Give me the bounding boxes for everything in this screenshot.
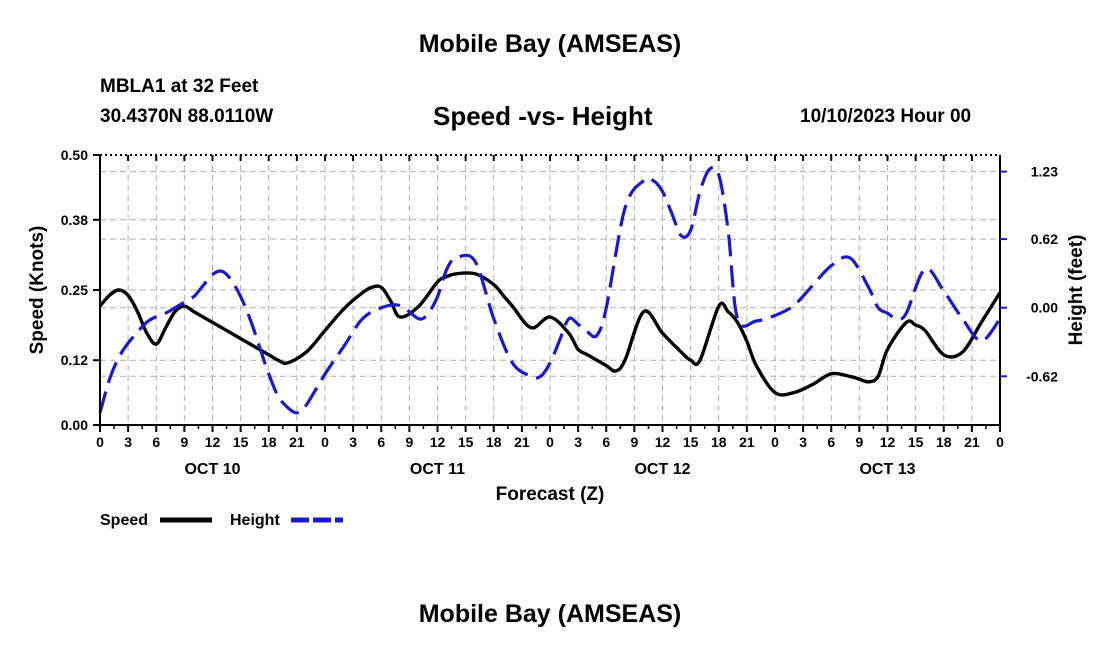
x-tick-label: 18 bbox=[711, 434, 727, 450]
x-tick-label: 3 bbox=[349, 434, 357, 450]
x-tick-label: 0 bbox=[546, 434, 554, 450]
x-tick-label: 0 bbox=[996, 434, 1004, 450]
station-name: MBLA1 at 32 Feet bbox=[100, 76, 259, 97]
x-tick-label: 9 bbox=[630, 434, 638, 450]
speed-series-line bbox=[98, 271, 1002, 397]
x-tick-label: 6 bbox=[152, 434, 160, 450]
day-label: OCT 13 bbox=[859, 461, 915, 478]
day-label: OCT 12 bbox=[634, 461, 690, 478]
y-tick-label: 0.00 bbox=[61, 417, 88, 433]
x-tick-label: 12 bbox=[205, 434, 221, 450]
x-tick-label: 6 bbox=[377, 434, 385, 450]
legend-label-height: Height bbox=[230, 512, 280, 529]
x-tick-label: 6 bbox=[827, 434, 835, 450]
legend-label-speed: Speed bbox=[100, 512, 148, 529]
y2-tick-label: -0.62 bbox=[1026, 368, 1058, 384]
x-tick-label: 15 bbox=[233, 434, 249, 450]
x-tick-label: 3 bbox=[799, 434, 807, 450]
x-tick-label: 21 bbox=[739, 434, 755, 450]
y-axis-title: Speed (Knots) bbox=[27, 226, 48, 355]
plot-title: Speed -vs- Height bbox=[433, 101, 653, 131]
legend: Speed Height bbox=[100, 512, 343, 529]
bottom-title: Mobile Bay (AMSEAS) bbox=[418, 600, 682, 628]
y2-tick-label: 1.23 bbox=[1031, 164, 1058, 180]
y-tick-label: 0.25 bbox=[61, 282, 88, 298]
y2-tick-label: 0.00 bbox=[1031, 300, 1058, 316]
x-tick-label: 18 bbox=[261, 434, 277, 450]
x-tick-label: 6 bbox=[602, 434, 610, 450]
axes-layer bbox=[93, 154, 1007, 432]
y-tick-label: 0.50 bbox=[61, 147, 88, 163]
x-tick-label: 0 bbox=[321, 434, 329, 450]
x-tick-label: 12 bbox=[430, 434, 446, 450]
x-tick-label: 15 bbox=[683, 434, 699, 450]
x-tick-label: 21 bbox=[514, 434, 530, 450]
x-tick-label: 3 bbox=[574, 434, 582, 450]
day-label: OCT 11 bbox=[410, 461, 465, 478]
y-tick-label: 0.38 bbox=[61, 212, 88, 228]
x-tick-label: 18 bbox=[936, 434, 952, 450]
labels-layer: 0 3 6 9 12 15 18 21 0 3 6 9 12 15 18 21 0 3 6 9 12 15 18 21 0 3 6 9… bbox=[27, 147, 1087, 505]
y2-tick-label: 0.62 bbox=[1031, 231, 1058, 247]
grid-layer bbox=[100, 155, 1000, 425]
y2-axis-title: Height (feet) bbox=[1066, 235, 1087, 346]
run-time: 10/10/2023 Hour 00 bbox=[800, 106, 972, 127]
x-axis-title: Forecast (Z) bbox=[496, 484, 605, 505]
station-coordinates: 30.4370N 88.0110W bbox=[100, 106, 274, 127]
x-tick-label: 18 bbox=[486, 434, 502, 450]
x-tick-label: 9 bbox=[180, 434, 188, 450]
x-tick-label: 9 bbox=[405, 434, 413, 450]
x-tick-label: 15 bbox=[458, 434, 474, 450]
y-tick-label: 0.12 bbox=[61, 352, 88, 368]
x-tick-label: 0 bbox=[771, 434, 779, 450]
main-title: Mobile Bay (AMSEAS) bbox=[418, 30, 682, 58]
x-tick-label: 12 bbox=[880, 434, 896, 450]
x-tick-label: 15 bbox=[908, 434, 924, 450]
series-layer bbox=[98, 165, 1002, 415]
x-tick-label: 0 bbox=[96, 434, 104, 450]
x-tick-label: 12 bbox=[655, 434, 671, 450]
x-tick-label: 21 bbox=[289, 434, 305, 450]
x-tick-label: 21 bbox=[964, 434, 980, 450]
height-series-line bbox=[98, 165, 1002, 415]
x-tick-label: 3 bbox=[124, 434, 132, 450]
x-tick-label: 9 bbox=[855, 434, 863, 450]
day-label: OCT 10 bbox=[184, 461, 240, 478]
